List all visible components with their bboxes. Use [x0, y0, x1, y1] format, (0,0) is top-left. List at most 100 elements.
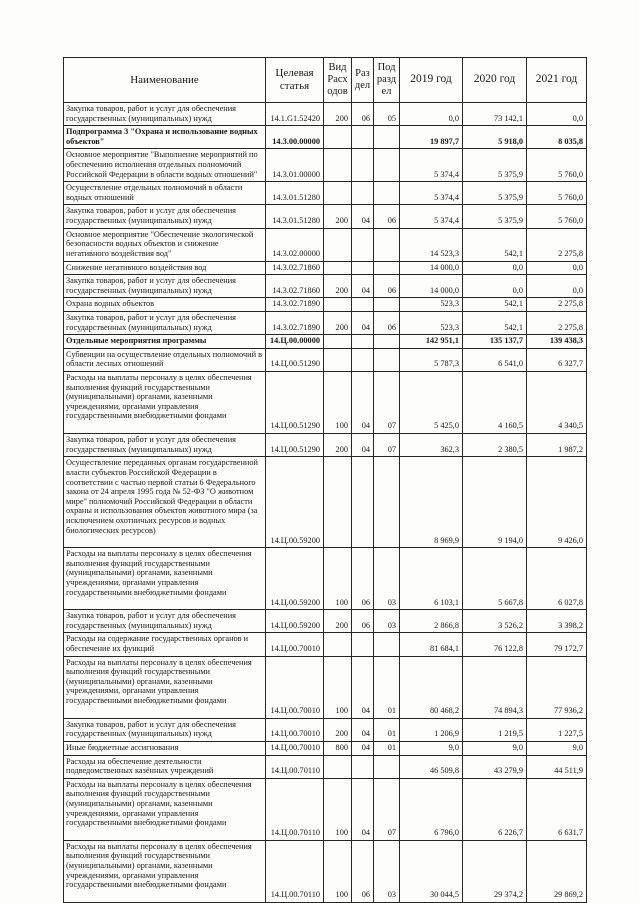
target-article-cell: 14.Ц.00.70010: [265, 740, 324, 756]
expense-type-cell: [323, 632, 352, 657]
year-2020-cell: 2 380,5: [462, 433, 527, 458]
subsection-cell: [373, 632, 400, 657]
table-body: Закупка товаров, работ и услуг для обесп…: [63, 101, 587, 903]
expense-type-cell: [323, 754, 352, 779]
year-2020-cell: 4 160,5: [462, 371, 527, 435]
year-2021-cell: 44 511,9: [526, 754, 587, 779]
year-2019-cell: 0,0: [399, 101, 463, 127]
column-header-expense-type: Вид Расходов: [323, 57, 352, 103]
section-cell: [351, 456, 374, 549]
target-article-cell: 14.3.01.51280: [265, 204, 324, 229]
table-row: Закупка товаров, работ и услуг для обесп…: [63, 204, 587, 229]
expense-type-cell: 200: [323, 609, 352, 634]
section-cell: [351, 181, 374, 206]
column-header-year-2021: 2021 год: [526, 57, 587, 103]
year-2021-cell: 1 227,5: [526, 717, 587, 742]
table-row: Подпрограмма 3 "Охрана и использование в…: [63, 125, 587, 150]
year-2019-cell: 523,3: [399, 297, 463, 312]
table-row: Расходы на выплаты персоналу в целях обе…: [63, 777, 587, 841]
target-article-cell: 14.Ц.00.70110: [265, 777, 324, 841]
expense-type-cell: [323, 347, 352, 373]
section-cell: [351, 297, 374, 312]
table-row: Осуществление отдельных полномочий в обл…: [63, 181, 587, 206]
expense-type-cell: 200: [323, 101, 352, 127]
target-article-cell: 14.Ц.00.70110: [265, 839, 324, 903]
year-2019-cell: 2 866,8: [399, 609, 463, 634]
year-2021-cell: 2 275,8: [526, 227, 587, 262]
year-2020-cell: 76 122,8: [462, 632, 527, 657]
table-row: Расходы на выплаты персоналу в целях обе…: [63, 547, 587, 611]
target-article-cell: 14.Ц.00.51290: [265, 371, 324, 435]
expense-type-cell: 200: [323, 717, 352, 742]
year-2021-cell: 6 327,7: [526, 347, 587, 373]
subsection-cell: [373, 227, 400, 262]
year-2021-cell: 29 869,2: [526, 839, 587, 903]
name-cell: Расходы на выплаты персоналу в целях обе…: [63, 777, 266, 841]
target-article-cell: 14.Ц.00.70010: [265, 632, 324, 657]
year-2020-cell: 73 142,1: [462, 101, 527, 127]
year-2020-cell: 6 541,0: [462, 347, 527, 373]
section-cell: 04: [351, 204, 374, 229]
year-2019-cell: 9,0: [399, 740, 463, 756]
table-row: Расходы на выплаты персоналу в целях обе…: [63, 655, 587, 719]
subsection-cell: [373, 148, 400, 183]
year-2019-cell: 362,3: [399, 433, 463, 458]
name-cell: Закупка товаров, работ и услуг для обесп…: [63, 274, 266, 299]
section-cell: 04: [351, 740, 374, 756]
target-article-cell: 14.Ц.00.70010: [265, 655, 324, 719]
year-2020-cell: 5 375,9: [462, 181, 527, 206]
section-cell: 04: [351, 274, 374, 299]
section-cell: [351, 347, 374, 373]
year-2020-cell: 43 279,9: [462, 754, 527, 779]
section-cell: 04: [351, 371, 374, 435]
subsection-cell: 06: [373, 310, 400, 336]
table-row: Расходы на содержание государственных ор…: [63, 632, 587, 657]
name-cell: Закупка товаров, работ и услуг для обесп…: [63, 101, 266, 127]
section-cell: 06: [351, 547, 374, 611]
target-article-cell: 14.1.G1.52420: [265, 101, 324, 127]
year-2021-cell: 1 987,2: [526, 433, 587, 458]
name-cell: Расходы на содержание государственных ор…: [63, 632, 266, 657]
year-2021-cell: 79 172,7: [526, 632, 587, 657]
year-2020-cell: 542,1: [462, 310, 527, 336]
target-article-cell: 14.3.01.00000: [265, 148, 324, 183]
section-cell: [351, 754, 374, 779]
year-2020-cell: 3 526,2: [462, 609, 527, 634]
table-row: Закупка товаров, работ и услуг для обесп…: [63, 609, 587, 634]
year-2019-cell: 8 969,9: [399, 456, 463, 549]
subsection-cell: [373, 456, 400, 549]
year-2020-cell: 542,1: [462, 227, 527, 262]
subsection-cell: 01: [373, 717, 400, 742]
table-row: Субвенции на осуществление отдельных пол…: [63, 347, 587, 373]
target-article-cell: 14.Ц.00.59200: [265, 456, 324, 549]
section-cell: 04: [351, 433, 374, 458]
expense-type-cell: 800: [323, 740, 352, 756]
year-2019-cell: 5 374,4: [399, 204, 463, 229]
name-cell: Закупка товаров, работ и услуг для обесп…: [63, 310, 266, 336]
year-2019-cell: 14 000,0: [399, 274, 463, 299]
table-row: Осуществление переданных органам государ…: [63, 456, 587, 549]
table-row: Основное мероприятие "Выполнение меропри…: [63, 148, 587, 183]
year-2020-cell: 5 375,9: [462, 148, 527, 183]
year-2019-cell: 5 374,4: [399, 181, 463, 206]
expense-type-cell: [323, 125, 352, 150]
expense-type-cell: 100: [323, 371, 352, 435]
name-cell: Осуществление переданных органам государ…: [63, 456, 266, 549]
expense-type-cell: 100: [323, 777, 352, 841]
year-2020-cell: 74 894,3: [462, 655, 527, 719]
expense-type-cell: [323, 297, 352, 312]
year-2020-cell: 135 137,7: [462, 334, 527, 349]
name-cell: Закупка товаров, работ и услуг для обесп…: [63, 609, 266, 634]
year-2019-cell: 46 509,8: [399, 754, 463, 779]
section-cell: 06: [351, 839, 374, 903]
expense-type-cell: 100: [323, 547, 352, 611]
year-2019-cell: 523,3: [399, 310, 463, 336]
year-2021-cell: 9 426,0: [526, 456, 587, 549]
name-cell: Отдельные мероприятия программы: [63, 334, 266, 349]
column-header-year-2019: 2019 год: [399, 57, 463, 103]
year-2021-cell: 77 936,2: [526, 655, 587, 719]
target-article-cell: 14.3.02.71890: [265, 310, 324, 336]
year-2021-cell: 139 438,3: [526, 334, 587, 349]
expense-type-cell: [323, 148, 352, 183]
